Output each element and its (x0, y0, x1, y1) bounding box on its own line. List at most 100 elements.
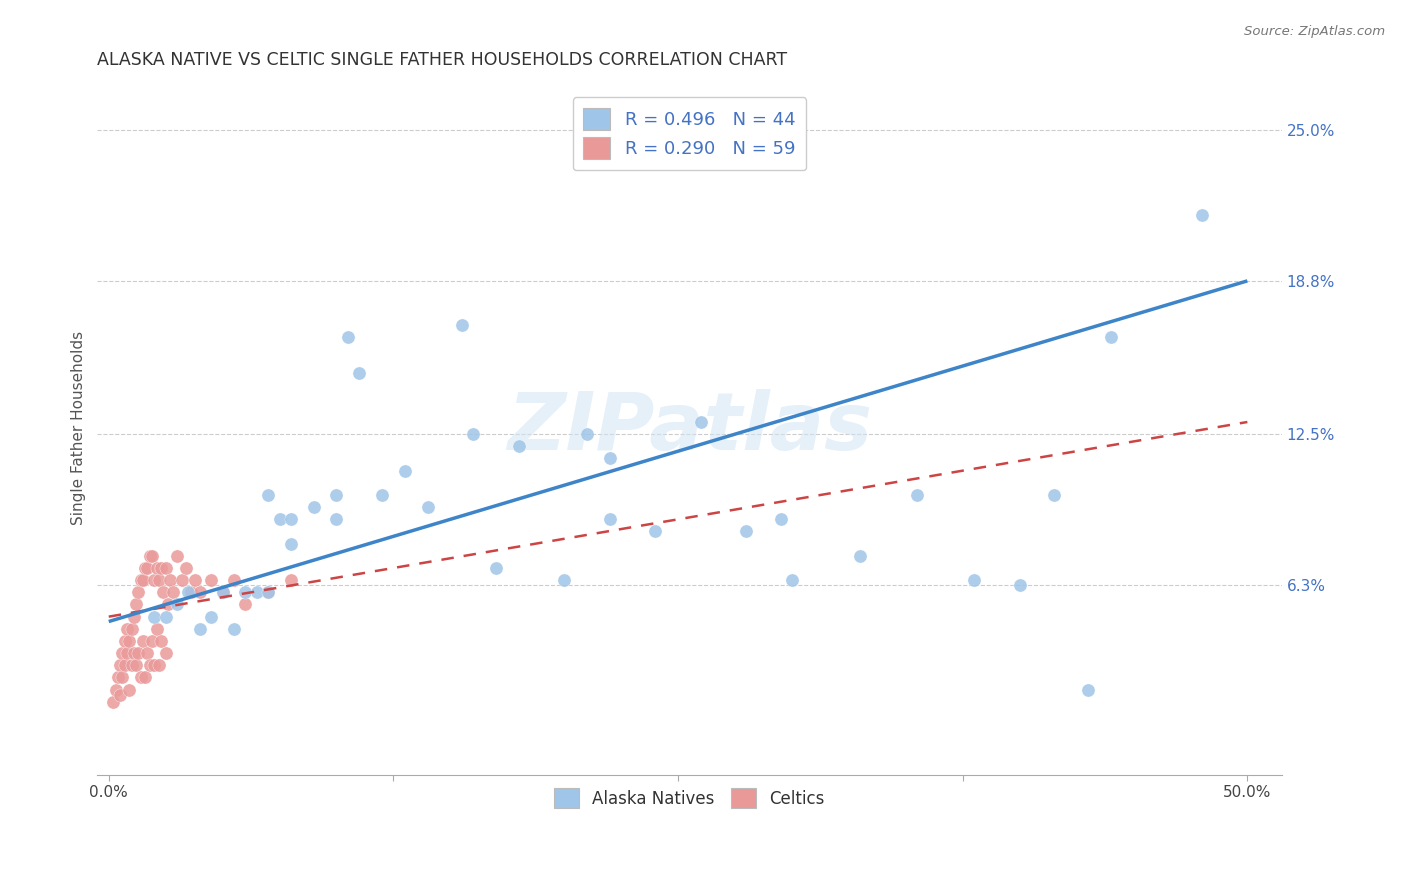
Legend: Alaska Natives, Celtics: Alaska Natives, Celtics (547, 781, 831, 815)
Point (269, 512, 291, 526)
Point (211, 585, 233, 599)
Point (325, 488, 347, 502)
Point (1043, 488, 1066, 502)
Point (122, 609, 145, 624)
Point (114, 634, 136, 648)
Point (132, 634, 155, 648)
Point (103, 695, 125, 709)
Point (461, 427, 484, 442)
Point (125, 658, 148, 673)
Point (166, 549, 188, 563)
Point (150, 561, 173, 575)
Point (553, 573, 575, 587)
Point (599, 451, 621, 466)
Point (235, 585, 257, 599)
Point (280, 536, 302, 550)
Point (280, 512, 302, 526)
Point (150, 634, 173, 648)
Point (780, 573, 803, 587)
Point (145, 561, 167, 575)
Point (141, 634, 163, 648)
Point (246, 585, 269, 599)
Point (180, 585, 202, 599)
Text: ALASKA NATIVE VS CELTIC SINGLE FATHER HOUSEHOLDS CORRELATION CHART: ALASKA NATIVE VS CELTIC SINGLE FATHER HO… (97, 51, 787, 69)
Point (143, 609, 166, 624)
Point (905, 488, 928, 502)
Point (222, 622, 245, 636)
Point (371, 488, 394, 502)
Point (450, 318, 472, 332)
Point (108, 658, 131, 673)
Point (1008, 578, 1031, 592)
Point (1099, 330, 1122, 344)
Point (769, 512, 792, 526)
Point (200, 609, 222, 624)
Point (162, 585, 184, 599)
Point (257, 585, 280, 599)
Point (485, 561, 508, 575)
Point (129, 671, 152, 685)
Point (644, 524, 666, 539)
Point (121, 658, 143, 673)
Point (166, 598, 188, 612)
Point (127, 646, 149, 660)
Point (148, 573, 170, 587)
Point (121, 622, 143, 636)
Point (280, 573, 302, 587)
Point (138, 658, 160, 673)
Point (152, 585, 174, 599)
Point (108, 688, 131, 702)
Point (689, 415, 711, 429)
Point (143, 658, 166, 673)
Point (148, 658, 170, 673)
Point (155, 609, 177, 624)
Y-axis label: Single Father Households: Single Father Households (72, 331, 86, 525)
Point (134, 671, 156, 685)
Point (132, 573, 155, 587)
Point (257, 488, 280, 502)
Point (111, 646, 134, 660)
Point (159, 573, 181, 587)
Text: Source: ZipAtlas.com: Source: ZipAtlas.com (1244, 25, 1385, 38)
Point (125, 598, 148, 612)
Point (1077, 682, 1099, 697)
Point (136, 646, 159, 660)
Point (336, 330, 359, 344)
Point (1191, 208, 1213, 222)
Point (302, 500, 325, 515)
Point (235, 598, 257, 612)
Point (155, 561, 177, 575)
Point (174, 561, 197, 575)
Point (138, 549, 160, 563)
Point (136, 561, 159, 575)
Point (170, 573, 193, 587)
Point (141, 549, 163, 563)
Point (145, 622, 167, 636)
Point (122, 646, 145, 660)
Point (118, 634, 141, 648)
Point (849, 549, 872, 563)
Point (155, 646, 177, 660)
Point (184, 573, 207, 587)
Point (325, 512, 347, 526)
Point (114, 658, 136, 673)
Point (508, 439, 530, 453)
Point (129, 573, 152, 587)
Point (156, 598, 179, 612)
Point (188, 622, 211, 636)
Point (127, 585, 149, 599)
Point (115, 622, 138, 636)
Text: ZIPatlas: ZIPatlas (508, 389, 872, 467)
Point (188, 585, 211, 599)
Point (104, 682, 127, 697)
Point (134, 561, 156, 575)
Point (211, 585, 233, 599)
Point (111, 671, 134, 685)
Point (257, 585, 280, 599)
Point (349, 367, 371, 381)
Point (222, 573, 245, 587)
Point (599, 512, 621, 526)
Point (143, 573, 166, 587)
Point (118, 682, 141, 697)
Point (416, 500, 439, 515)
